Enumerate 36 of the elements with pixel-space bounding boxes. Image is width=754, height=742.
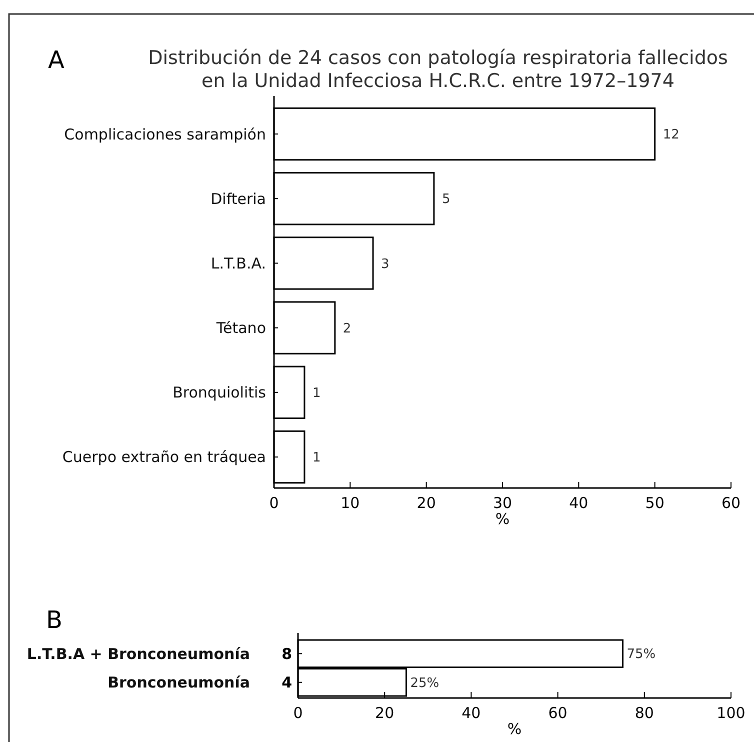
x-tick-label: 0	[269, 494, 279, 512]
y-tick-label: Complicaciones sarampión	[64, 125, 266, 144]
x-tick-label: 40	[569, 494, 588, 512]
data-label: 75%	[626, 647, 656, 662]
y-tick-label: Cuerpo extraño en tráquea	[62, 448, 266, 466]
x-tick-label: 20	[375, 704, 394, 722]
x-tick-label: 40	[462, 704, 481, 722]
annotation: 12	[662, 128, 680, 143]
annotation: 3	[381, 256, 390, 272]
x-axis-title: %	[507, 720, 522, 738]
data-label: 25%	[410, 676, 440, 691]
x-tick-label: 60	[548, 704, 568, 722]
text: 8	[282, 644, 292, 663]
chart-title: Distribución de 24 casos con patología respiratoria fallecidos en la Unidad Infecciosa H.C.R.C. entre 1972–1974	[148, 47, 728, 92]
annotation: 2	[342, 321, 352, 336]
y-tick-label: L.T.B.A + Bronconeumonía	[26, 644, 250, 663]
x-tick-label: 30	[492, 494, 512, 512]
annotation: 1	[312, 450, 321, 466]
text: 4	[282, 674, 292, 692]
x-tick-label: 100	[716, 704, 746, 722]
x-tick-label: 20	[416, 494, 436, 512]
x-tick-label: 50	[645, 494, 664, 512]
annotation: 5	[442, 192, 450, 208]
x-tick-label: 10	[340, 494, 360, 512]
y-tick-label: L.T.B.A.	[210, 254, 266, 272]
text: B	[46, 606, 62, 634]
x-tick-label: 60	[721, 494, 741, 512]
x-tick-label: 0	[293, 704, 303, 722]
x-axis-title: %	[495, 510, 510, 528]
y-tick-label: Bronconeumonía	[108, 674, 250, 692]
annotation: 1	[312, 386, 321, 401]
text: A	[48, 46, 65, 74]
y-tick-label: Bronquiolitis	[172, 384, 266, 402]
x-tick-label: 80	[634, 704, 654, 722]
y-tick-label: Tétano	[215, 319, 266, 338]
y-tick-label: Difteria	[210, 190, 266, 208]
